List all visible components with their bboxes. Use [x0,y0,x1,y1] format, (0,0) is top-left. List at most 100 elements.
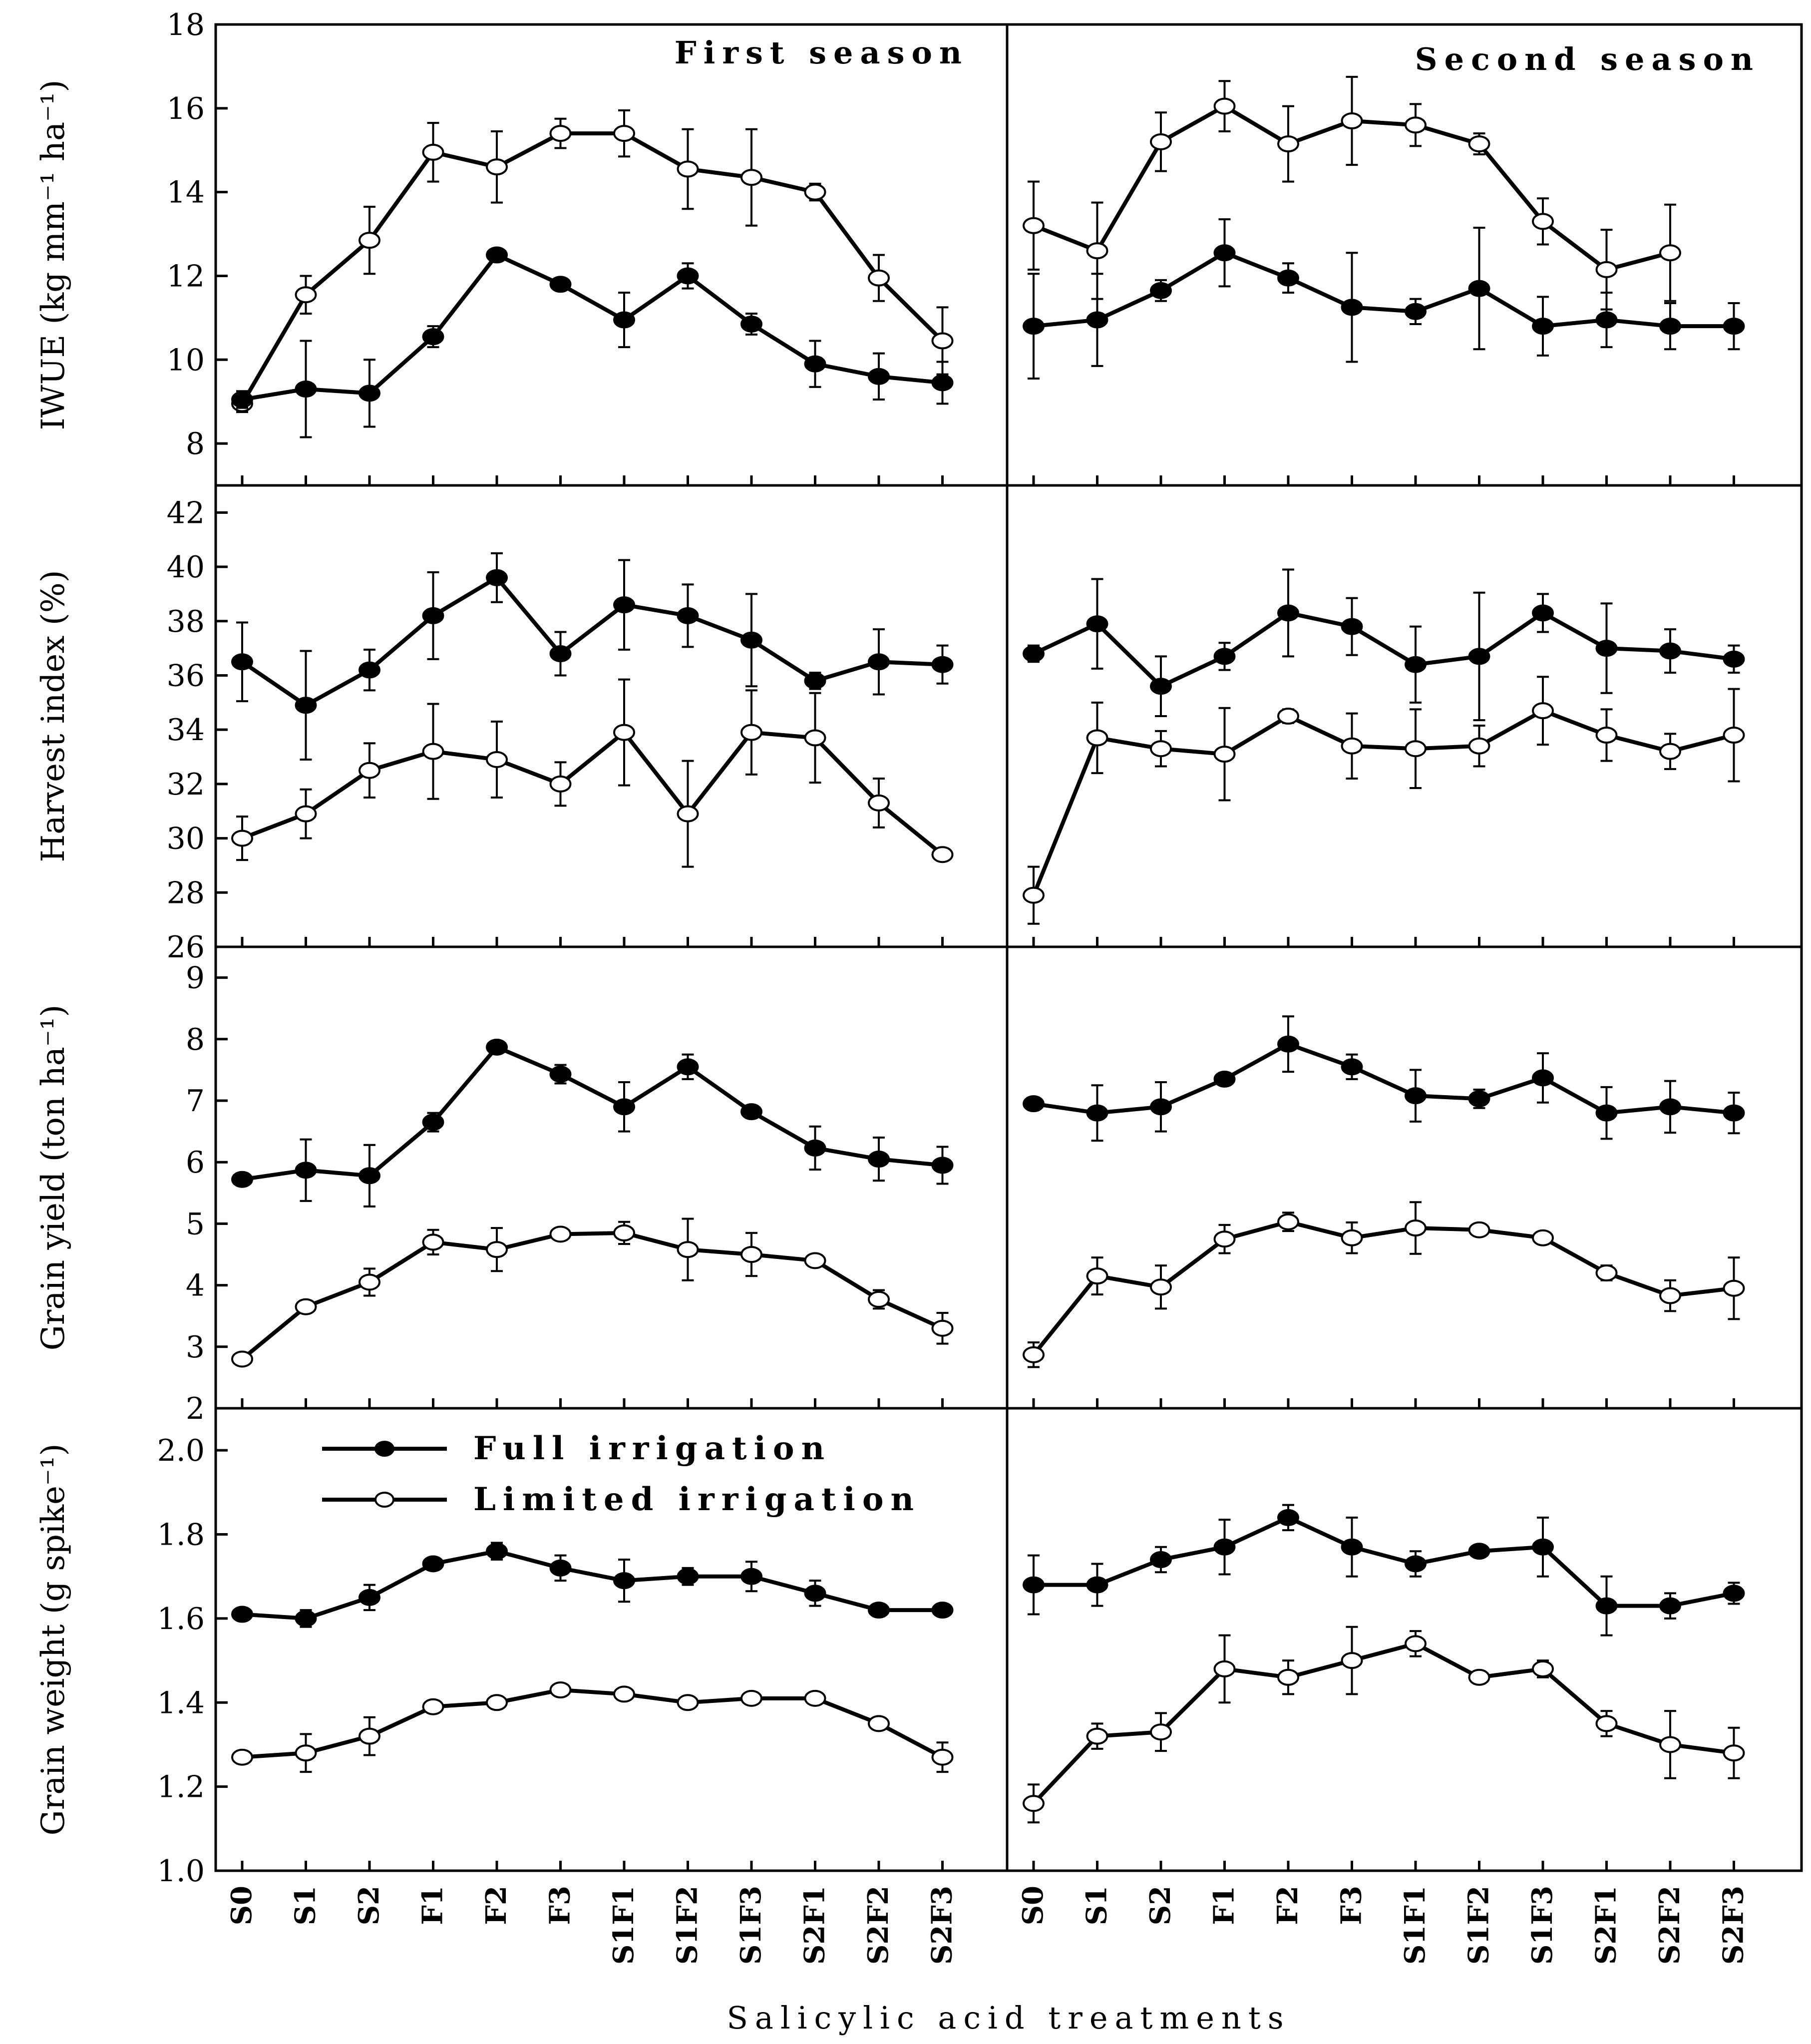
data-point-full [359,385,380,402]
panel-hi-first: 26 28 30 32 34 36 38 40 42 Harvest index (%) [35,484,1009,965]
data-point-limited [613,724,635,741]
y-tick-label: 42 [167,495,205,530]
data-point-limited [931,1748,954,1766]
y-tick-label: 8 [186,1022,205,1057]
data-point-limited [1341,1229,1363,1246]
data-point-full [804,1139,826,1157]
data-point-full [613,311,635,329]
data-point-limited [1405,116,1427,134]
data-point-limited [740,1689,762,1707]
data-point-full [1723,318,1745,335]
data-point-limited [1277,1213,1299,1230]
y-tick-label: 32 [167,767,205,802]
data-point-limited [613,125,635,142]
data-point-limited [740,169,762,186]
data-point-full [804,1585,826,1602]
panel-frame [214,23,1009,487]
y-tick-label: 36 [167,658,205,693]
data-point-limited [295,805,317,822]
data-point-full [1023,1095,1045,1113]
data-point-full [1468,280,1490,297]
data-point-full [1213,244,1236,262]
y-tick-label: 8 [186,426,205,461]
data-point-limited [868,794,890,812]
panel-gy-second [1006,945,1803,1410]
data-point-limited [1213,1660,1236,1677]
data-point-limited [677,160,699,178]
data-point-full [1341,299,1363,316]
data-point-full [1023,1576,1045,1594]
y-tick-label: 28 [167,875,205,910]
data-point-limited [1532,213,1554,230]
data-point-limited [1468,1668,1490,1686]
data-point-limited [1405,1635,1427,1652]
data-point-limited [1086,242,1108,260]
y-tick-label: 9 [186,961,205,996]
data-point-full [1595,311,1618,329]
data-point-full [1150,1098,1172,1116]
panel-frame [1006,484,1803,948]
data-point-full [1150,282,1172,299]
data-point-limited [804,1252,826,1269]
data-point-full [868,1151,890,1168]
data-point-full [740,1568,762,1585]
data-point-limited [549,775,572,793]
x-tick-label: S1 [289,1886,322,1925]
legend-full-label: Full irrigation [473,1430,831,1467]
data-point-full [231,1606,253,1623]
y-tick-label: 30 [167,821,205,856]
data-point-full [486,246,508,264]
data-point-full [422,1114,444,1131]
data-point-limited [1023,1795,1045,1812]
data-point-limited [359,1273,380,1291]
season-title-second: Second season [1415,41,1760,77]
data-point-limited [1532,1229,1554,1246]
data-point-full [740,315,762,333]
data-point-limited [931,332,954,350]
x-tick-label: S2F3 [926,1886,959,1965]
data-point-full [231,391,253,408]
data-point-limited [1086,729,1108,747]
x-tick-label: F3 [1335,1886,1368,1925]
series-line-limited [241,730,944,856]
data-point-limited [804,729,826,747]
x-tick-label: S2F2 [1653,1886,1686,1965]
data-point-full [1150,1551,1172,1569]
data-point-full [1532,604,1554,622]
data-point-limited [1023,886,1045,904]
series-line-full [242,1045,943,1182]
data-point-full [740,631,762,649]
data-point-limited [740,1246,762,1263]
x-tick-label: S2F2 [862,1886,895,1965]
data-point-full [486,569,508,586]
panel-frame [214,1407,1009,1872]
y-axis-label: Grain weight (g spike⁻¹) [35,1444,72,1836]
y-tick-label: 1.0 [157,1854,205,1889]
data-point-full [1150,678,1172,695]
data-point-full [868,653,890,671]
data-point-full [486,1038,508,1056]
data-point-full [1277,604,1299,622]
data-point-full [613,1572,635,1590]
y-tick-label: 7 [186,1084,205,1119]
y-tick-label: 40 [167,550,205,585]
data-point-limited [295,1744,317,1762]
panel-gw-second: S0 S1 S2 F1 F2 F3 S1F1 S1F2 S1F3 S2F1 S2F2 S2F3 [1006,1407,1803,1965]
y-tick-label: 26 [167,930,205,965]
data-point-limited [549,1681,572,1699]
series-line-limited [240,131,944,405]
data-point-full [740,1103,762,1121]
data-point-limited [1341,737,1363,755]
data-point-limited [1723,1279,1745,1297]
data-point-limited [1150,1278,1172,1296]
data-point-limited [1468,737,1490,755]
data-point-full [1659,318,1681,335]
data-point-full [1023,318,1045,335]
data-point-limited [486,1694,508,1711]
x-tick-label: S1F3 [734,1886,767,1965]
x-tick-label: F2 [1271,1886,1304,1925]
data-point-full [677,607,699,624]
data-point-limited [1723,727,1745,744]
x-tick-label: S1F2 [1462,1886,1495,1965]
